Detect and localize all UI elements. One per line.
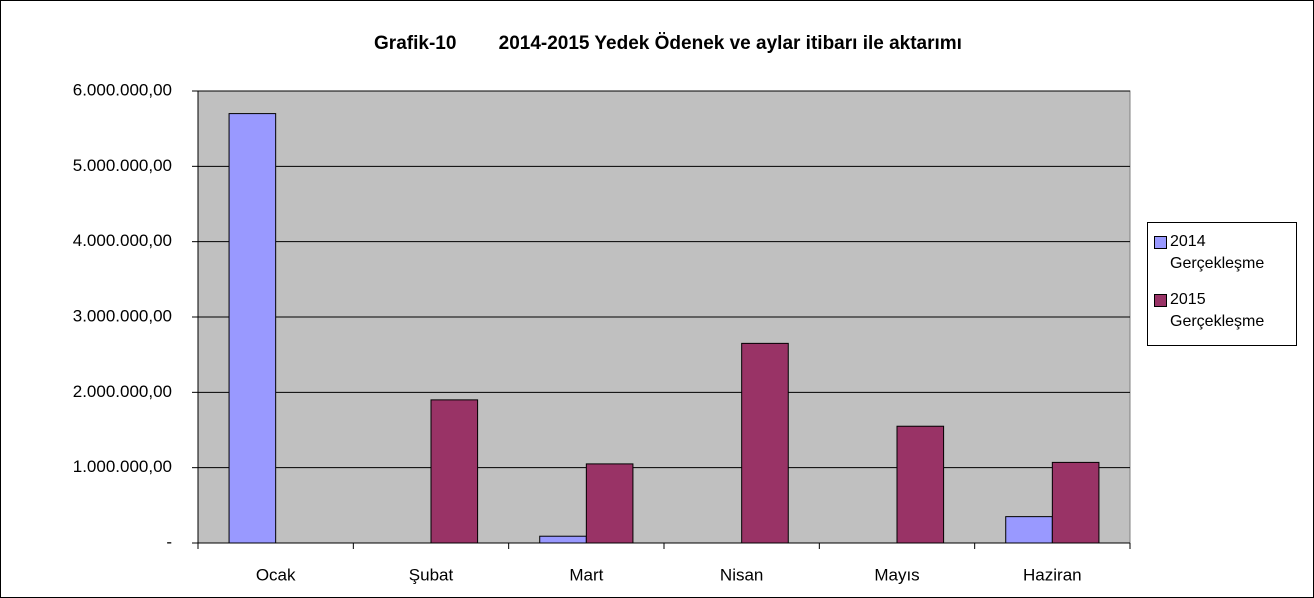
x-tick-label: Nisan [720, 565, 763, 584]
legend-swatch [1154, 236, 1167, 249]
y-tick-label: 3.000.000,00 [73, 306, 172, 325]
x-tick-label: Şubat [409, 565, 454, 584]
bar [228, 113, 277, 544]
x-tick-label: Haziran [1023, 565, 1082, 584]
bar [430, 399, 479, 544]
legend-item: 2015 Gerçekleşme [1152, 289, 1292, 333]
legend-label: 2014 Gerçekleşme [1170, 233, 1265, 272]
bar [741, 342, 789, 544]
legend-swatch [1154, 294, 1167, 307]
x-tick-label: Ocak [256, 565, 296, 584]
y-tick-label: - [166, 532, 172, 551]
chart-title: Grafik-10 2014-2015 Yedek Ödenek ve ayla… [374, 33, 962, 54]
x-tick-label: Mart [569, 565, 603, 584]
y-tick-label: 2.000.000,00 [73, 382, 172, 401]
bar [585, 463, 634, 544]
bar [1051, 461, 1100, 544]
y-tick-label: 6.000.000,00 [73, 80, 172, 99]
x-tick-label: Mayıs [874, 565, 919, 584]
bar [1005, 516, 1053, 544]
legend-item: 2014 Gerçekleşme [1152, 231, 1292, 275]
y-tick-label: 1.000.000,00 [73, 457, 172, 476]
bar [896, 425, 945, 544]
y-tick-label: 5.000.000,00 [73, 156, 172, 175]
legend-label: 2015 Gerçekleşme [1170, 291, 1265, 330]
bar [539, 535, 587, 544]
legend: 2014 Gerçekleşme 2015 Gerçekleşme [1147, 222, 1297, 346]
y-tick-label: 4.000.000,00 [73, 231, 172, 250]
